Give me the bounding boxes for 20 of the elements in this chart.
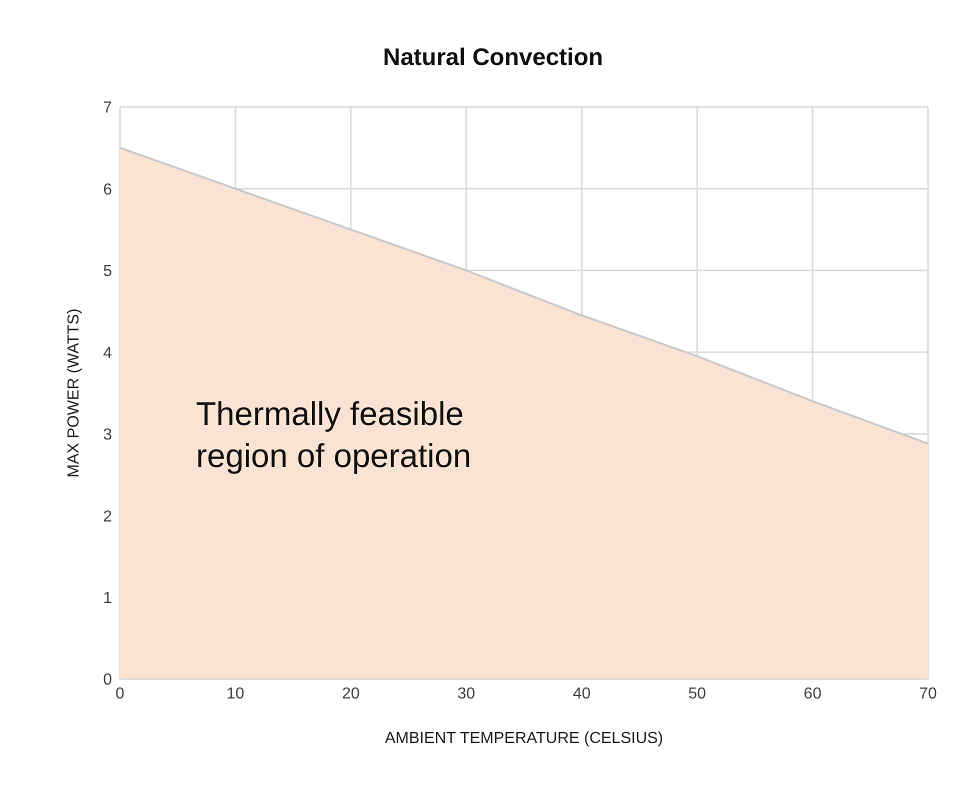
y-tick-label: 1 [103, 590, 112, 607]
x-tick-label: 30 [457, 685, 476, 702]
x-tick-label: 0 [116, 685, 125, 702]
y-tick-label: 3 [103, 426, 112, 444]
y-tick-label: 5 [103, 263, 112, 280]
x-tick-label: 60 [804, 685, 822, 702]
annotation: Thermally feasible region of operation [196, 394, 472, 476]
x-tick-label: 50 [688, 685, 706, 702]
y-tick-label: 4 [103, 344, 112, 362]
y-tick-label: 7 [103, 100, 112, 117]
x-axis-title: AMBIENT TEMPERATURE (CELSIUS) [384, 730, 664, 747]
x-tick-label: 70 [919, 685, 937, 702]
y-tick-label: 6 [103, 181, 112, 198]
x-tick-label: 40 [572, 685, 591, 702]
y-axis-title: MAX POWER (WATTS) [66, 308, 83, 478]
y-tick-label: 0 [103, 672, 112, 689]
y-tick-label: 2 [103, 508, 112, 526]
x-tick-label: 20 [342, 685, 360, 702]
x-tick-label: 10 [226, 685, 244, 702]
chart-title: Natural Convection [382, 44, 604, 72]
